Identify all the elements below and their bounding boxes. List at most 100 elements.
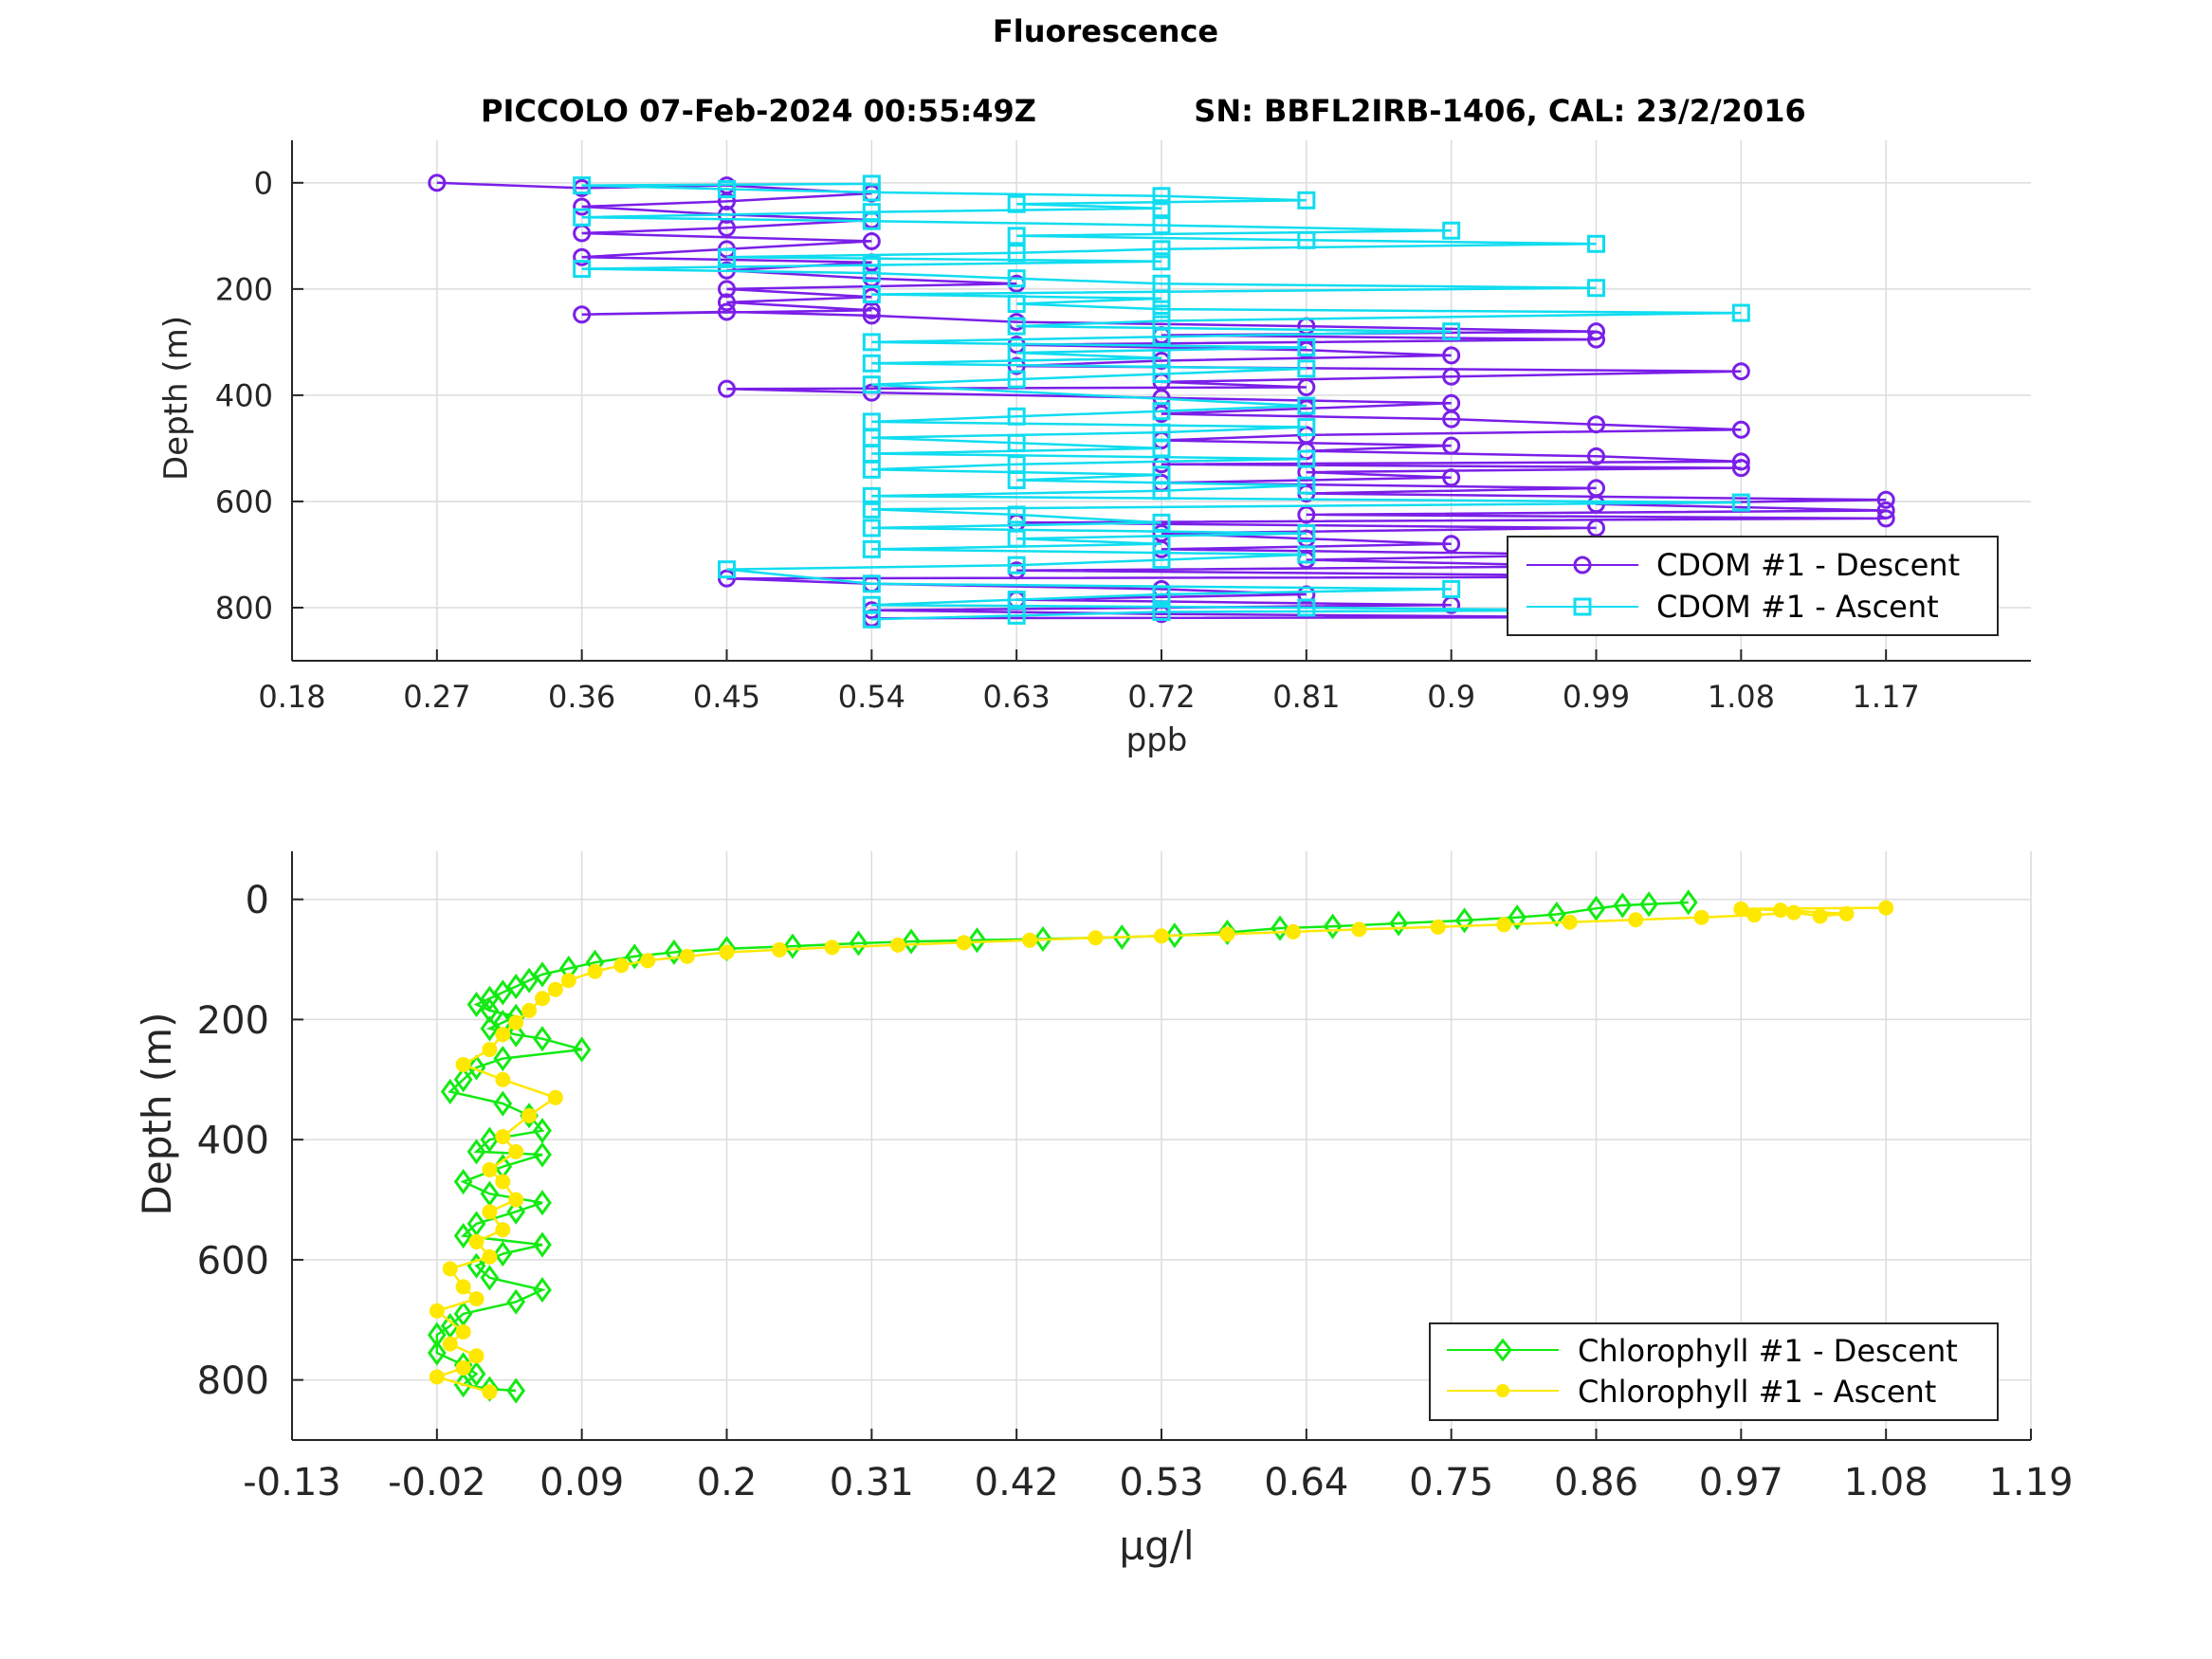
data-point bbox=[480, 1265, 500, 1291]
data-point bbox=[466, 1139, 486, 1165]
data-point bbox=[480, 1015, 500, 1042]
data-point bbox=[1007, 433, 1026, 452]
data-point bbox=[533, 1231, 552, 1258]
data-point bbox=[862, 354, 881, 373]
data-point bbox=[442, 1261, 458, 1277]
axes: 0.18 0.27 0.36 0.45 0.54 0.63 0.72 0.81 0.9 0.99 1… bbox=[215, 140, 2031, 715]
y-axis-label: Depth (m) bbox=[157, 316, 195, 481]
data-point bbox=[455, 1359, 471, 1376]
data-point bbox=[1389, 910, 1408, 937]
data-point bbox=[1007, 556, 1026, 574]
series-chlorophyll-1-ascent bbox=[429, 900, 1894, 1400]
data-point bbox=[1878, 900, 1894, 916]
data-point bbox=[1007, 505, 1026, 524]
data-point bbox=[1731, 362, 1750, 381]
y-tick-label: 400 bbox=[197, 1120, 269, 1163]
legend-marker-chl-ascent bbox=[1496, 1384, 1509, 1397]
legend-marker-cdom-descent bbox=[1573, 556, 1592, 574]
data-point bbox=[783, 933, 802, 959]
data-point bbox=[718, 302, 736, 321]
plot-area: -0.13 -0.02 0.09 0.2 0.31 0.42 0.53 0.64 0.75 0.8… bbox=[197, 851, 2074, 1504]
data-point bbox=[573, 260, 592, 279]
legend-label-chl-descent: Chlorophyll #1 - Descent bbox=[1578, 1333, 1958, 1369]
data-point bbox=[719, 944, 735, 960]
x-tick-label: 0.99 bbox=[1563, 679, 1630, 715]
data-point bbox=[429, 1303, 445, 1319]
data-point bbox=[1297, 230, 1316, 249]
data-point bbox=[482, 1042, 498, 1058]
x-tick-label: 0.45 bbox=[693, 679, 760, 715]
data-point bbox=[1271, 915, 1289, 941]
data-point bbox=[824, 939, 840, 956]
data-point bbox=[1731, 452, 1750, 471]
data-point bbox=[1297, 418, 1316, 437]
legend-label-cdom-descent: CDOM #1 - Descent bbox=[1656, 547, 1960, 583]
x-tick-label: 0.54 bbox=[838, 679, 905, 715]
data-point bbox=[1297, 396, 1316, 415]
data-point bbox=[967, 927, 987, 954]
data-point bbox=[1351, 921, 1367, 938]
x-tick-label: 0.09 bbox=[539, 1461, 624, 1504]
legend-marker-cdom-ascent bbox=[1573, 597, 1592, 616]
data-point bbox=[560, 973, 576, 989]
data-point bbox=[1546, 901, 1566, 928]
legend-box bbox=[1507, 536, 1999, 636]
data-point bbox=[1007, 269, 1026, 288]
data-point bbox=[1297, 191, 1316, 210]
data-point bbox=[453, 1223, 473, 1249]
data-point bbox=[1297, 337, 1316, 356]
data-point bbox=[1007, 407, 1026, 426]
x-tick-label: 0.18 bbox=[258, 679, 325, 715]
data-point bbox=[718, 569, 736, 588]
x-tick-label: -0.13 bbox=[243, 1461, 341, 1504]
data-point bbox=[862, 211, 881, 230]
data-point bbox=[1746, 907, 1763, 923]
data-point bbox=[1587, 519, 1605, 538]
data-point bbox=[495, 1128, 511, 1144]
data-point bbox=[625, 943, 645, 970]
data-point bbox=[480, 1180, 500, 1207]
data-point bbox=[1442, 410, 1461, 428]
data-point bbox=[587, 963, 603, 979]
data-point bbox=[849, 930, 868, 957]
data-point bbox=[468, 1348, 484, 1364]
series-line bbox=[435, 901, 1689, 1393]
x-tick-label: 0.42 bbox=[975, 1461, 1059, 1504]
x-tick-label: 0.31 bbox=[830, 1461, 914, 1504]
data-point bbox=[1442, 579, 1461, 598]
chart-subtitle-right: SN: BBFL2IRB-1406, CAL: 23/2/2016 bbox=[1194, 93, 1805, 129]
data-point bbox=[453, 1066, 473, 1093]
data-point bbox=[533, 961, 552, 988]
data-point bbox=[862, 412, 881, 431]
data-point bbox=[466, 1054, 486, 1081]
data-point bbox=[495, 1222, 511, 1238]
y-tick-label: 400 bbox=[215, 377, 273, 413]
data-point bbox=[1033, 925, 1052, 953]
data-point bbox=[1297, 449, 1316, 468]
data-point bbox=[533, 1118, 552, 1144]
data-point bbox=[1323, 913, 1343, 939]
data-point bbox=[718, 379, 736, 398]
data-point bbox=[1562, 914, 1578, 930]
data-point bbox=[1442, 322, 1461, 341]
data-point bbox=[1442, 436, 1461, 455]
data-point bbox=[1154, 928, 1169, 944]
data-point bbox=[1613, 892, 1633, 919]
data-point bbox=[506, 1021, 526, 1048]
data-point bbox=[1007, 295, 1026, 314]
data-point bbox=[1219, 926, 1235, 942]
data-point bbox=[1731, 303, 1750, 322]
data-point bbox=[495, 1027, 511, 1043]
figure-title: Fluorescence bbox=[993, 13, 1218, 49]
data-point bbox=[718, 191, 736, 210]
data-point bbox=[493, 1241, 513, 1267]
data-point bbox=[1152, 311, 1171, 330]
data-point bbox=[508, 1014, 524, 1030]
data-point bbox=[862, 231, 881, 250]
data-point bbox=[1007, 227, 1026, 246]
data-point bbox=[1297, 377, 1316, 396]
data-point bbox=[1088, 930, 1104, 946]
data-point bbox=[718, 180, 736, 199]
data-point bbox=[862, 203, 881, 222]
